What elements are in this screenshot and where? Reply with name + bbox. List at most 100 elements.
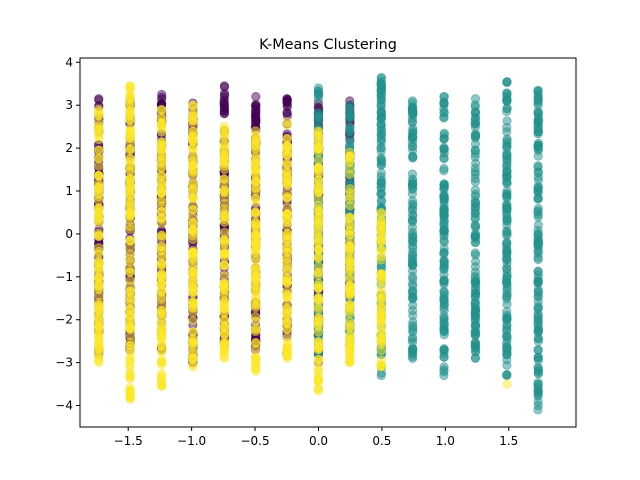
data-point: [157, 113, 167, 124]
data-point: [188, 268, 198, 278]
data-point: [219, 147, 229, 157]
data-point: [533, 320, 543, 330]
data-point: [376, 143, 386, 153]
data-point: [282, 150, 292, 160]
data-point: [502, 355, 512, 365]
data-point: [93, 249, 104, 259]
data-point: [250, 230, 261, 240]
data-point: [251, 118, 261, 128]
data-point: [533, 107, 543, 117]
data-point: [470, 299, 480, 309]
data-point: [282, 293, 292, 303]
data-point: [251, 92, 261, 102]
y-tick-label: −2: [55, 313, 73, 327]
data-point: [313, 384, 323, 394]
data-point: [188, 211, 198, 222]
data-point: [188, 338, 198, 348]
data-point: [345, 125, 355, 135]
y-axis: −4 −3 −2 −1 0 1 2 3 4: [55, 55, 80, 413]
data-point: [282, 120, 292, 130]
data-point: [470, 283, 481, 293]
data-point: [94, 203, 104, 214]
data-point: [125, 304, 135, 315]
data-point: [471, 339, 481, 349]
data-point: [502, 331, 512, 341]
data-point: [156, 124, 167, 134]
data-point: [376, 293, 387, 303]
data-point: [156, 381, 167, 391]
data-point: [533, 234, 543, 245]
data-point: [376, 255, 386, 265]
data-point: [376, 112, 387, 122]
x-tick-label: 1.5: [499, 434, 518, 448]
data-point: [439, 145, 449, 155]
data-point: [470, 273, 480, 283]
data-point: [251, 186, 261, 196]
data-point: [502, 277, 512, 288]
y-tick-label: 2: [65, 141, 73, 155]
data-point: [94, 145, 104, 155]
data-point: [502, 250, 512, 260]
data-point: [408, 306, 418, 316]
data-point: [376, 95, 386, 105]
data-point: [313, 175, 323, 185]
data-point: [219, 174, 229, 184]
data-point: [125, 312, 135, 322]
data-point: [94, 161, 104, 171]
data-point: [533, 210, 543, 220]
data-point: [125, 286, 135, 296]
data-point: [345, 339, 355, 349]
data-point: [219, 126, 229, 137]
data-point: [188, 116, 198, 126]
data-point: [439, 235, 449, 245]
data-point: [282, 108, 292, 118]
data-point: [345, 323, 355, 333]
data-point: [376, 361, 386, 371]
data-point: [125, 100, 135, 110]
data-point: [282, 95, 292, 105]
data-point: [376, 308, 387, 318]
data-point: [376, 322, 386, 332]
data-point: [533, 193, 543, 203]
data-point: [219, 184, 229, 194]
data-point: [502, 96, 512, 106]
data-point: [157, 252, 167, 262]
data-point: [502, 143, 512, 153]
data-point: [219, 155, 229, 165]
data-point: [94, 258, 104, 268]
data-point: [345, 157, 355, 168]
data-point: [188, 126, 198, 136]
y-tick-label: 3: [65, 98, 73, 112]
data-point: [125, 166, 135, 177]
data-point: [219, 217, 230, 227]
data-point: [125, 199, 135, 209]
data-point: [345, 230, 355, 240]
data-point: [502, 134, 512, 144]
x-tick-label: −1.0: [177, 434, 206, 448]
data-point: [470, 122, 481, 132]
data-point: [157, 156, 167, 166]
data-point: [125, 129, 135, 140]
data-point: [376, 155, 386, 165]
data-point: [156, 171, 167, 182]
data-point: [439, 134, 449, 144]
data-point: [220, 336, 230, 346]
data-point: [250, 209, 261, 219]
data-point: [125, 113, 135, 124]
data-point: [94, 305, 104, 315]
data-point: [125, 323, 135, 334]
data-point: [408, 211, 418, 221]
data-point: [314, 90, 324, 100]
data-point: [313, 313, 324, 323]
data-point: [125, 374, 135, 384]
data-point: [93, 332, 104, 342]
data-point: [470, 326, 480, 337]
data-point: [345, 286, 355, 296]
data-point: [439, 362, 449, 372]
data-point: [470, 198, 481, 208]
data-point: [470, 248, 480, 258]
data-point: [156, 270, 167, 281]
data-point: [470, 262, 480, 272]
data-point: [313, 143, 323, 154]
data-point: [502, 77, 512, 87]
